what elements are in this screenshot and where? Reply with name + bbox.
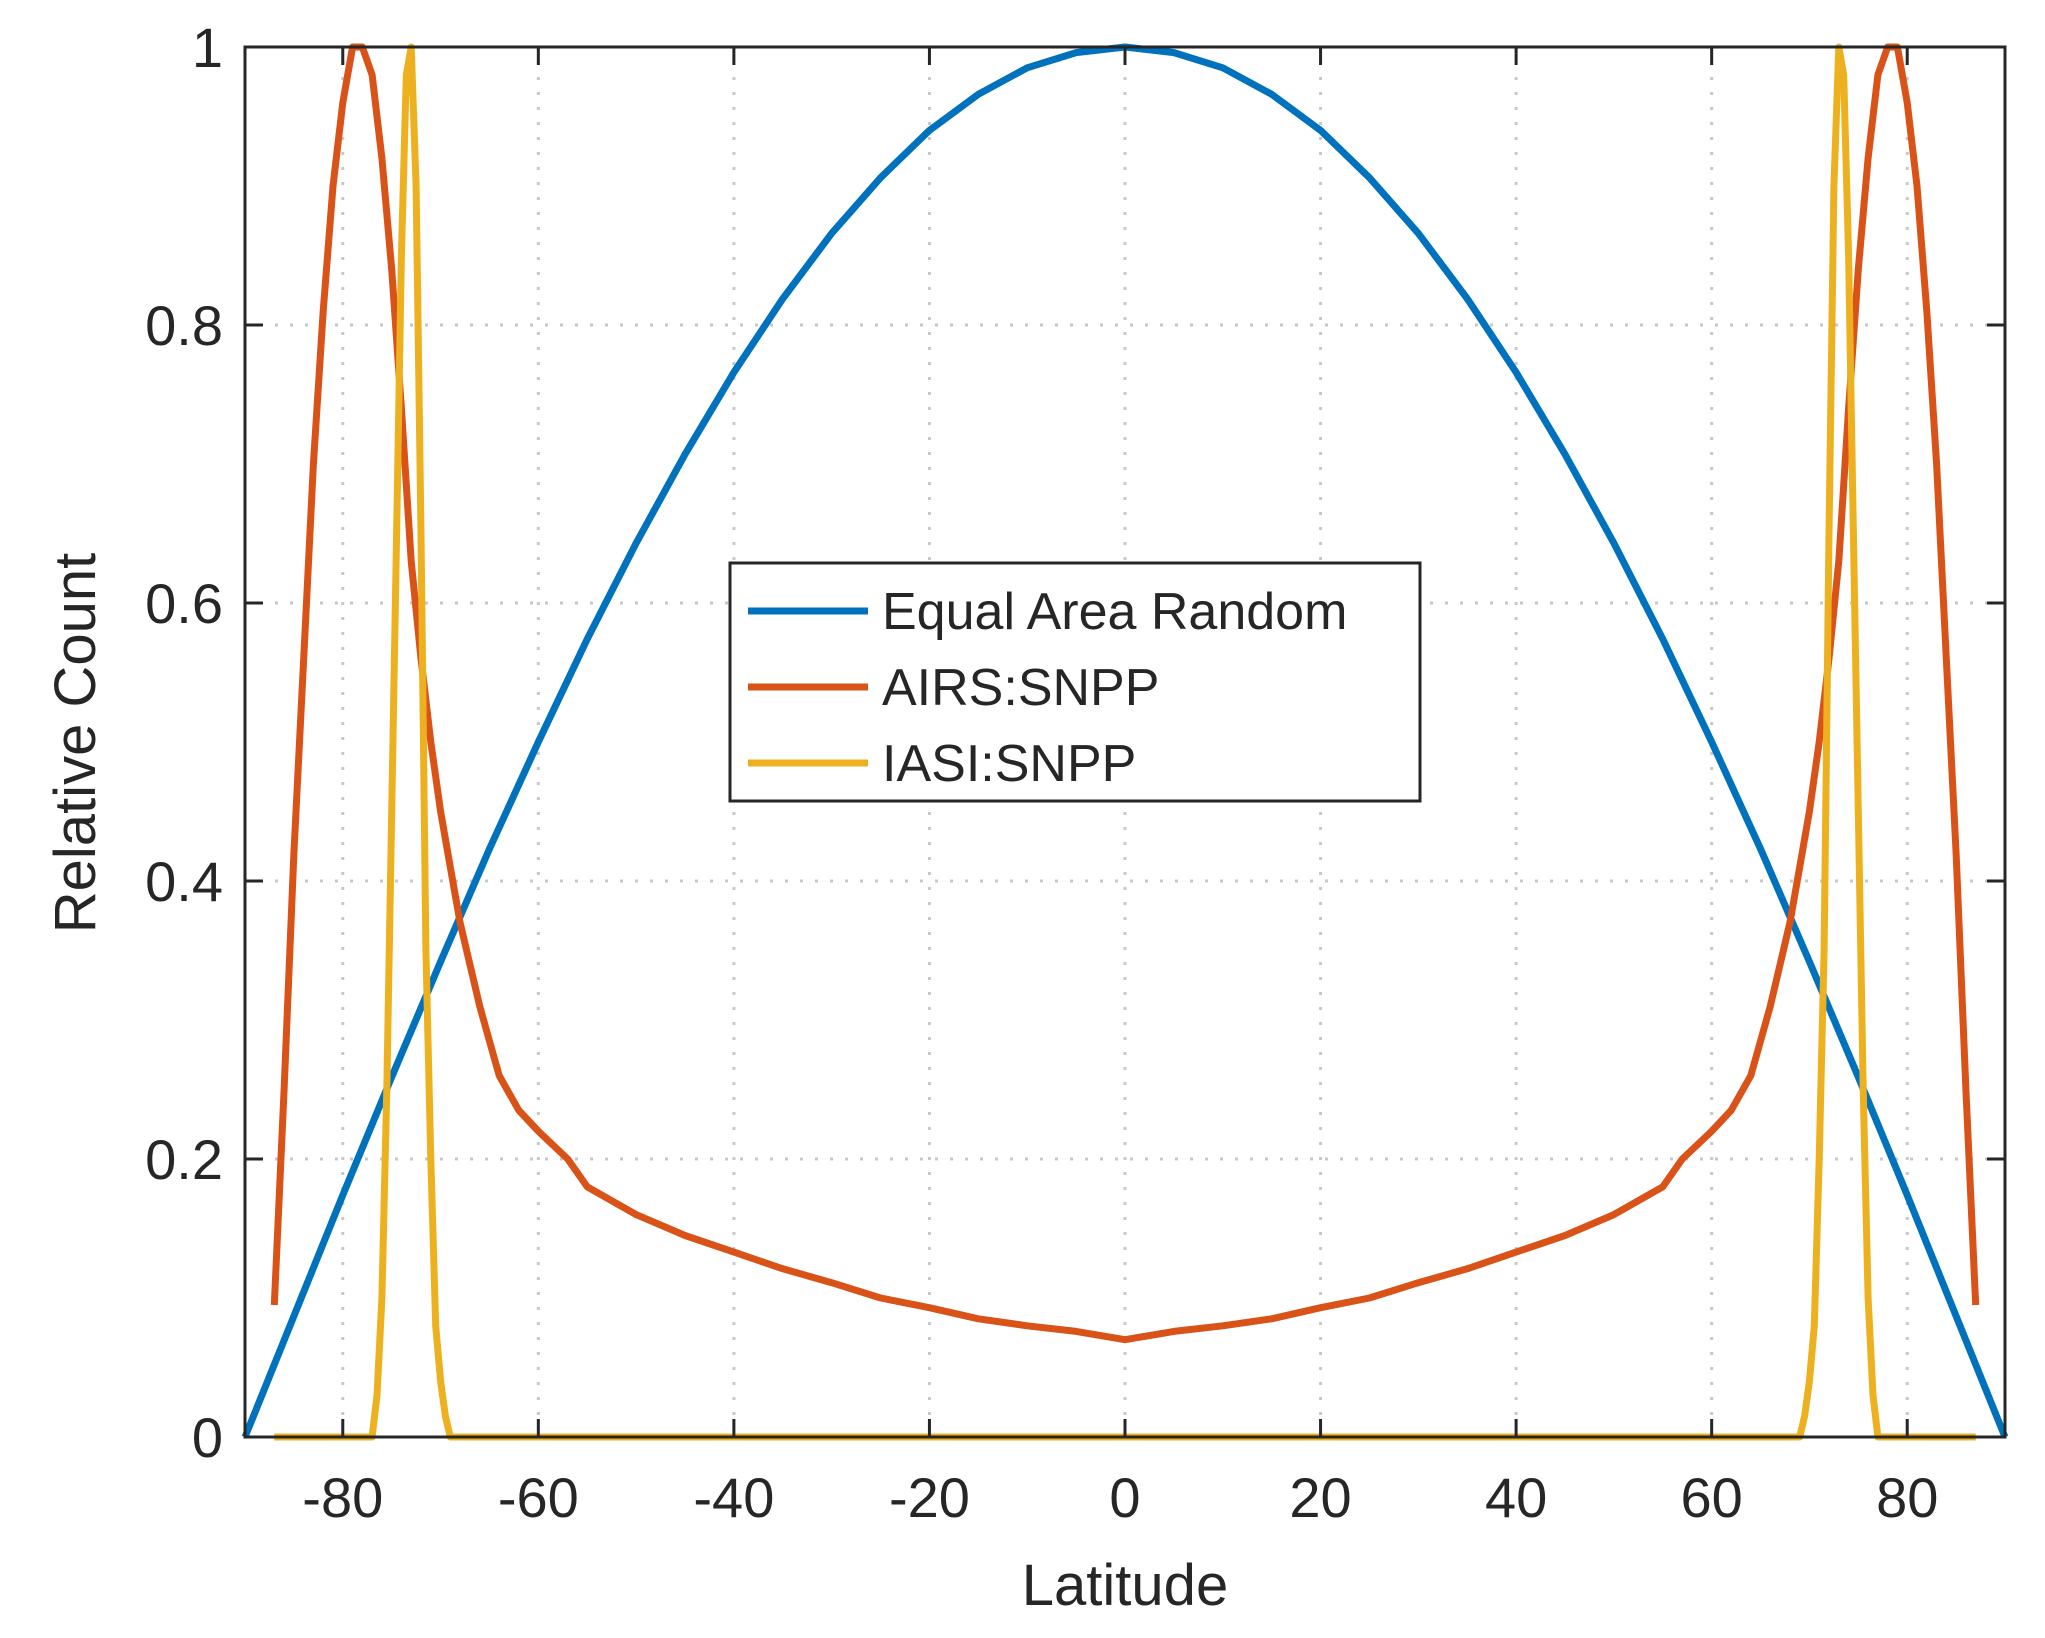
y-tick-label: 0 [192,1406,223,1469]
x-tick-label: -20 [889,1466,970,1529]
legend: Equal Area Random AIRS:SNPP IASI:SNPP [728,561,1422,803]
x-tick-label: 60 [1681,1466,1743,1529]
x-tick-label: 80 [1876,1466,1938,1529]
legend-label-2: IASI:SNPP [882,735,1136,793]
y-tick-label: 1 [192,16,223,79]
x-tick-label: 40 [1485,1466,1547,1529]
x-tick-label: -40 [693,1466,774,1529]
x-tick-label: -80 [302,1466,383,1529]
legend-label-0: Equal Area Random [882,583,1347,641]
x-axis-label: Latitude [1022,1553,1228,1618]
legend-box [728,561,1422,803]
y-tick-label: 0.8 [145,294,223,357]
x-tick-label: 0 [1109,1466,1140,1529]
y-tick-label: 0.2 [145,1128,223,1191]
y-tick-label: 0.6 [145,572,223,635]
legend-label-1: AIRS:SNPP [882,659,1159,717]
y-axis-label: Relative Count [43,553,108,933]
x-tick-label: 20 [1289,1466,1351,1529]
x-tick-label: -60 [498,1466,579,1529]
y-tick-label: 0.4 [145,850,223,913]
axes: -80 -60 -40 -20 0 20 40 60 80 0 0.2 0.4 0.6 0.8 1 [145,16,2007,1529]
